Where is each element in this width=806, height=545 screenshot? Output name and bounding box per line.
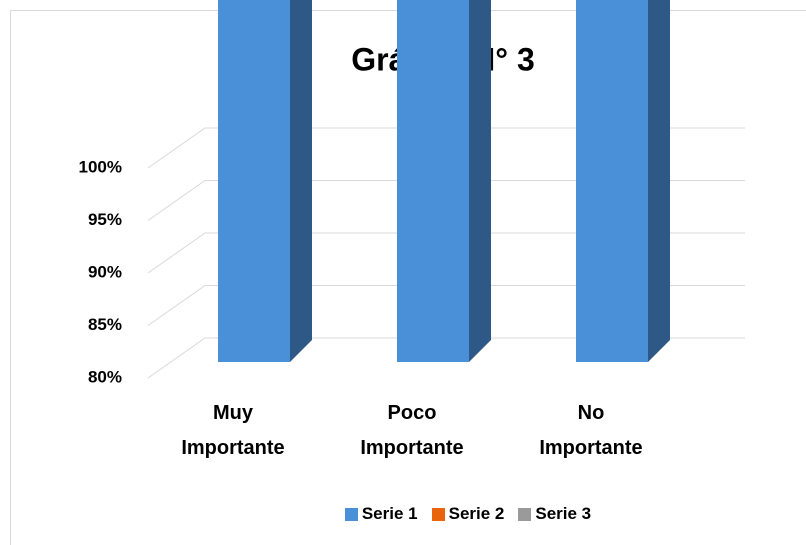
bar-side xyxy=(648,0,670,362)
bar-segment xyxy=(218,0,290,362)
y-tick-label: 100% xyxy=(79,157,122,176)
legend-swatch xyxy=(431,507,445,521)
legend: Serie 1 Serie 2 Serie 3 xyxy=(0,504,806,524)
bar-side xyxy=(290,0,312,362)
legend-swatch xyxy=(518,507,532,521)
y-tick-label: 95% xyxy=(88,210,122,229)
y-tick-label: 85% xyxy=(88,315,122,334)
legend-item: Serie 3 xyxy=(518,504,591,524)
bar-segment xyxy=(397,0,469,362)
grid-line xyxy=(147,285,745,326)
legend-label: Serie 1 xyxy=(361,504,418,523)
grid-line xyxy=(147,180,745,221)
legend-label: Serie 2 xyxy=(448,504,505,523)
x-tick-label: No Importante xyxy=(539,402,643,459)
y-tick-label: 90% xyxy=(88,262,122,281)
x-tick-label: Poco Importante xyxy=(360,402,464,459)
bar-segment xyxy=(576,0,648,362)
x-tick-label: Muy Importante xyxy=(181,402,285,459)
y-tick-label: 80% xyxy=(88,367,122,386)
grid-line xyxy=(147,232,745,274)
legend-item: Serie 2 xyxy=(431,504,505,524)
grid-line xyxy=(147,337,745,379)
bar-side xyxy=(469,0,491,362)
legend-label: Serie 3 xyxy=(535,504,592,523)
legend-item: Serie 1 xyxy=(344,504,418,524)
legend-swatch xyxy=(344,507,358,521)
grid-line xyxy=(147,127,745,169)
